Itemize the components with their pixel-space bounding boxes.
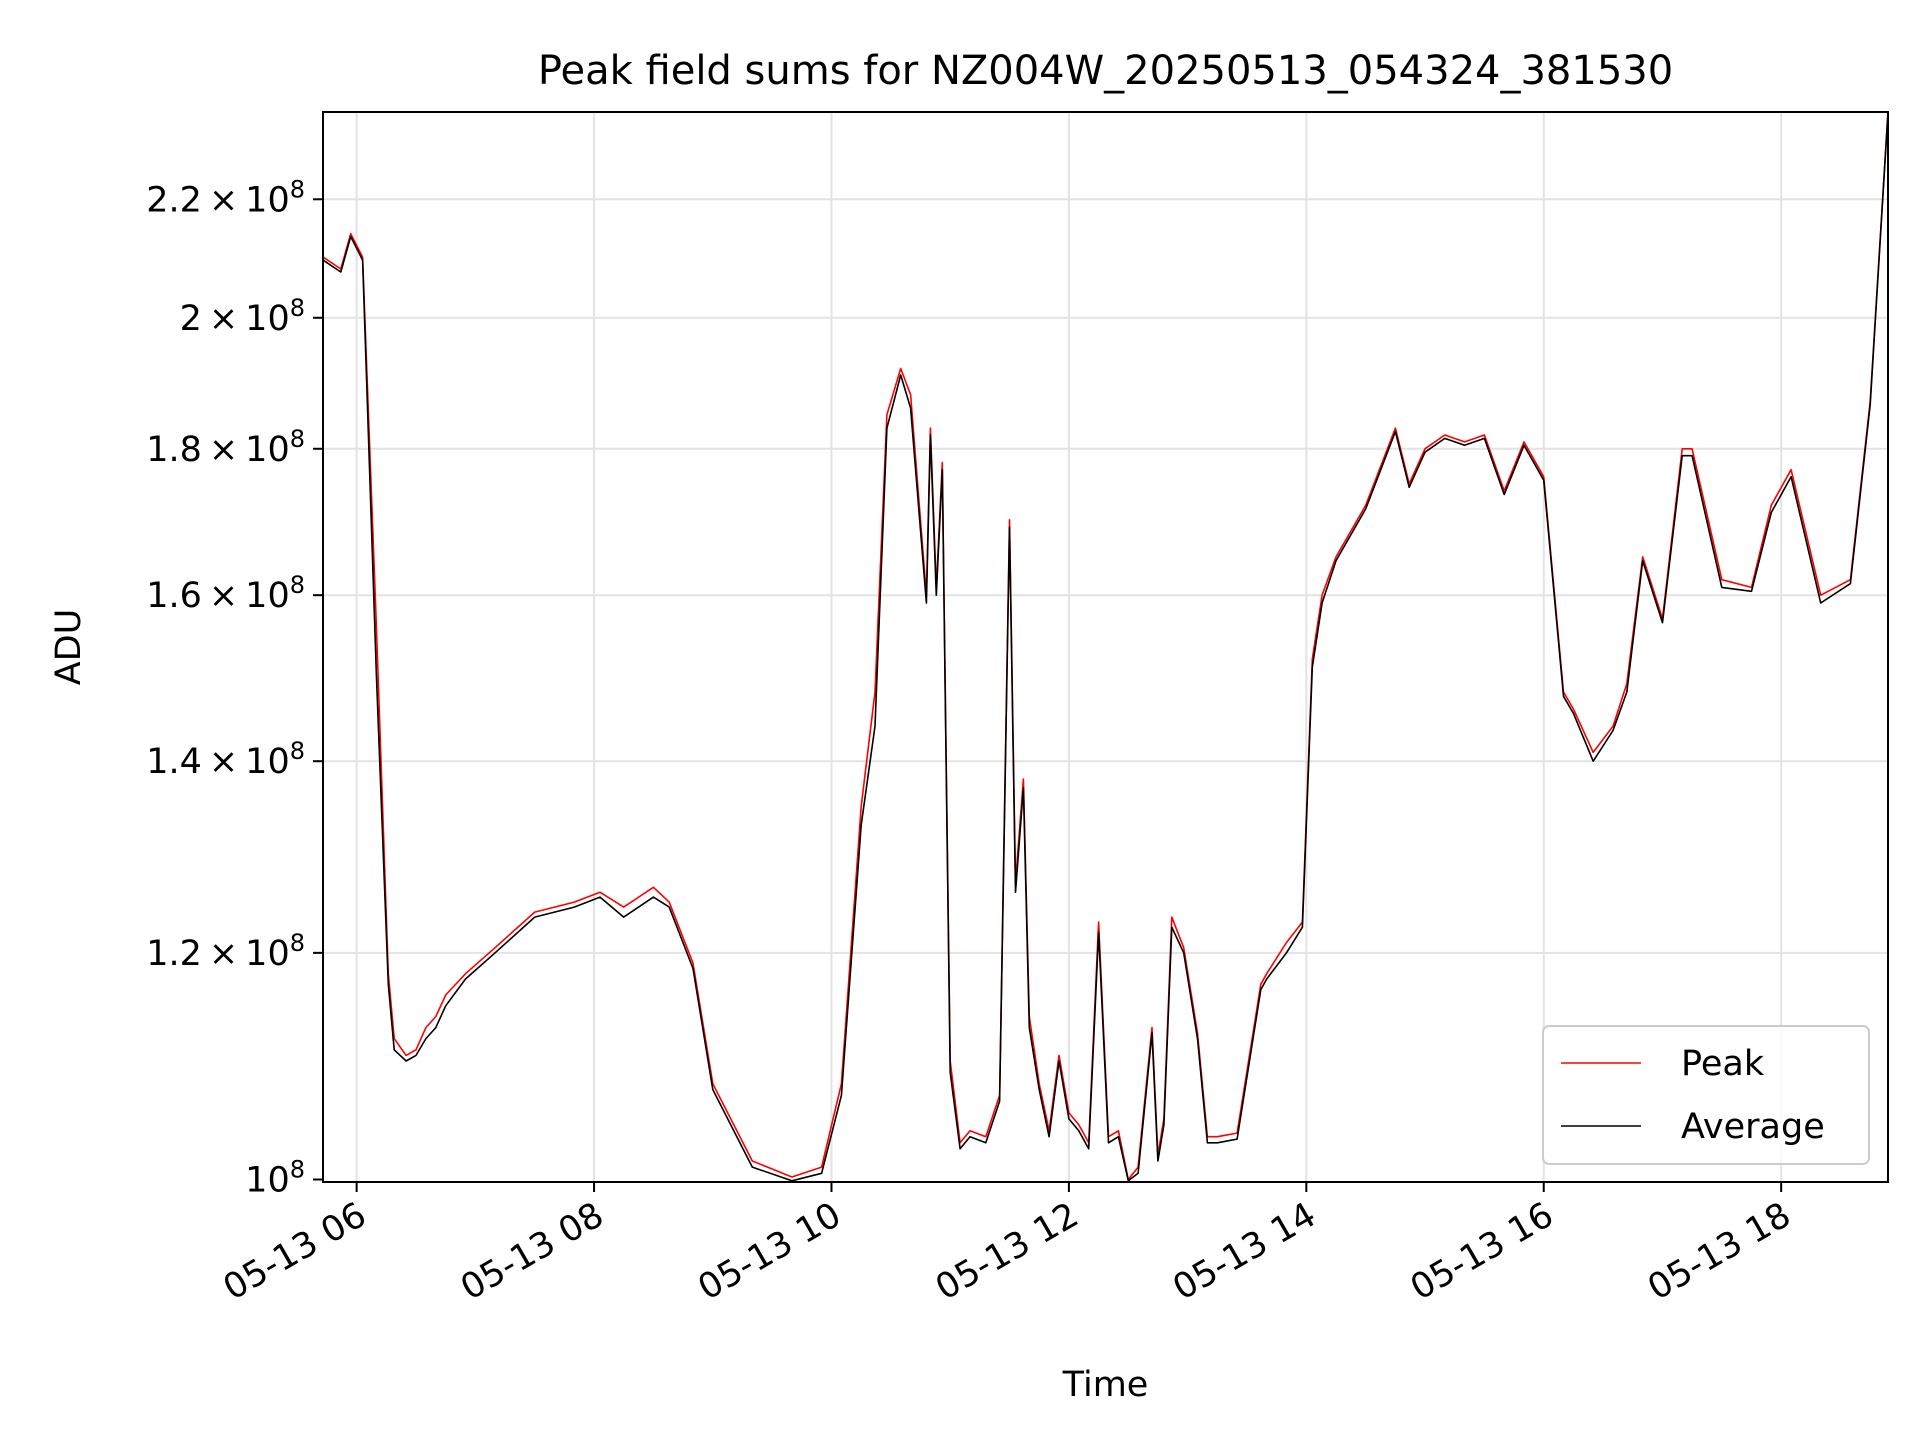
series-layer bbox=[322, 111, 1889, 1182]
plot-frame bbox=[322, 111, 1889, 1183]
legend-box bbox=[1542, 1025, 1870, 1165]
y-tick-mantissa: 1.4 bbox=[146, 742, 202, 782]
y-tick-exponent: 8 bbox=[290, 571, 305, 599]
series-line-average bbox=[322, 111, 1889, 1182]
chart-title: Peak field sums for NZ004W_20250513_0543… bbox=[538, 48, 1673, 94]
legend: Peak Average bbox=[1542, 1025, 1870, 1165]
y-tick-label: 108 bbox=[245, 1156, 305, 1201]
x-axis-label: Time bbox=[1062, 1365, 1149, 1405]
y-tick-exponent: 8 bbox=[290, 929, 305, 957]
y-tick-label: 2.2 × 108 bbox=[146, 175, 305, 220]
legend-label-average: Average bbox=[1681, 1107, 1825, 1147]
y-tick-exponent: 8 bbox=[290, 175, 305, 203]
y-tick-exponent: 8 bbox=[290, 425, 305, 453]
y-tick-exponent: 8 bbox=[290, 294, 305, 322]
y-axis: 108 1.2 × 108 1.4 × 108 1.6 × 108 1.8 × 108 2… bbox=[146, 175, 323, 1201]
y-tick-label: 1.2 × 108 bbox=[146, 929, 305, 974]
y-tick-label: 1.8 × 108 bbox=[146, 425, 305, 470]
y-axis-label: ADU bbox=[49, 609, 89, 686]
y-tick-label: 1.4 × 108 bbox=[146, 737, 305, 782]
y-tick-mantissa: 2 bbox=[180, 299, 202, 339]
grid bbox=[323, 112, 1888, 1182]
y-tick-exponent: 8 bbox=[290, 737, 305, 765]
y-tick-label: 1.6 × 108 bbox=[146, 571, 305, 616]
y-tick-exponent: 8 bbox=[290, 1156, 305, 1184]
y-tick-mantissa: 1.2 bbox=[146, 934, 202, 974]
y-tick-label: 2 × 108 bbox=[180, 294, 305, 339]
y-tick-mantissa: 2.2 bbox=[146, 180, 202, 220]
legend-label-peak: Peak bbox=[1681, 1044, 1765, 1084]
y-tick-mantissa: 1.8 bbox=[146, 430, 202, 470]
y-tick-mantissa: 1.6 bbox=[146, 576, 202, 616]
